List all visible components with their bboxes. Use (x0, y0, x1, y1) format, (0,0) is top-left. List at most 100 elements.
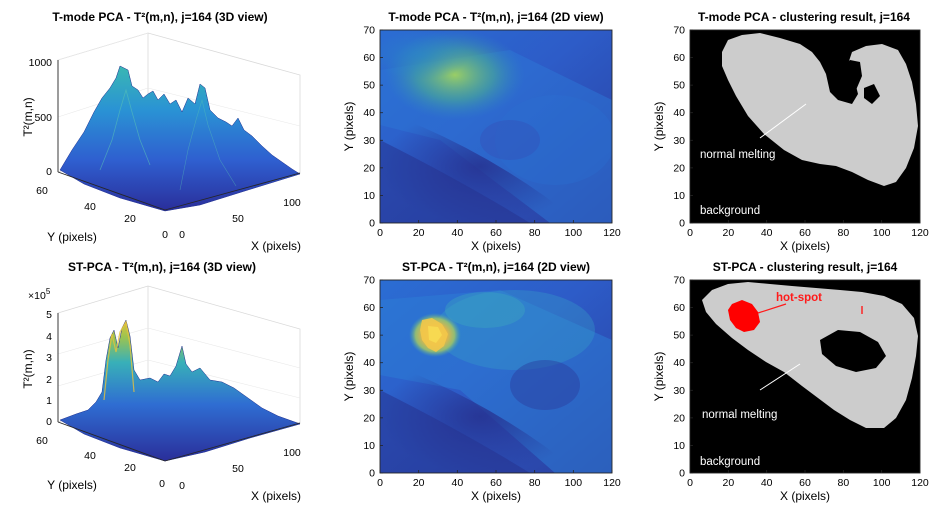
p2-ytick-2: 20 (363, 162, 375, 174)
p1-ztick-2: 1000 (29, 57, 53, 69)
p2-xtick-6: 120 (603, 227, 621, 239)
p6-ytick-2: 20 (673, 412, 685, 424)
p3-ytick-5: 50 (673, 80, 685, 92)
p3-xtick-1: 20 (722, 227, 734, 239)
p5-ytick-4: 40 (363, 357, 375, 369)
p2-xtick-1: 20 (413, 227, 425, 239)
p4-ytick-1: 40 (84, 450, 96, 462)
p3-ytick-6: 60 (673, 52, 685, 64)
panel-2: T-mode PCA - T²(m,n), j=164 (2D view) (379, 10, 613, 224)
p1-ztick-1: 500 (34, 112, 52, 124)
p3-xtick-4: 80 (837, 227, 849, 239)
surface-3d-st-pca (59, 319, 301, 462)
p1-ytick-3: 0 (162, 229, 168, 241)
p4-xtick-0: 0 (179, 480, 185, 492)
p4-ztick-4: 4 (46, 331, 52, 343)
p2-ytick-1: 10 (363, 190, 375, 202)
p2-xtick-3: 60 (490, 227, 502, 239)
p4-ytick-3: 0 (159, 478, 165, 490)
p6-xtick-4: 80 (837, 477, 849, 489)
p5-ytick-5: 50 (363, 330, 375, 342)
p5-xtick-5: 100 (565, 477, 583, 489)
p2-xtick-0: 0 (377, 227, 383, 239)
p1-xlabel: X (pixels) (251, 239, 301, 253)
panel-5: ST-PCA - T²(m,n), j=164 (2D view) (379, 260, 613, 474)
p6-ytick-7: 70 (673, 275, 685, 287)
p6-xtick-2: 40 (761, 477, 773, 489)
p5-ytick-1: 10 (363, 440, 375, 452)
p6-ytick-1: 10 (673, 440, 685, 452)
p1-xtick-1: 50 (232, 213, 244, 225)
p6-normal-melting-label: normal melting (702, 409, 777, 421)
panel-6-title: ST-PCA - clustering result, j=164 (713, 260, 898, 274)
p4-ytick-2: 20 (124, 462, 136, 474)
p3-xtick-0: 0 (687, 227, 693, 239)
p1-ytick-0: 60 (36, 185, 48, 197)
p6-hot-spot-label: hot-spot (776, 292, 822, 304)
p6-xtick-3: 60 (799, 477, 811, 489)
p3-xtick-3: 60 (799, 227, 811, 239)
p3-background-label: background (700, 205, 760, 217)
p3-ytick-1: 10 (673, 190, 685, 202)
p3-normal-melting-label: normal melting (700, 149, 775, 161)
p5-xtick-2: 40 (451, 477, 463, 489)
p3-ylabel: Y (pixels) (652, 102, 666, 152)
p3-xtick-6: 120 (911, 227, 929, 239)
p3-xlabel: X (pixels) (780, 239, 830, 253)
panel-5-title: ST-PCA - T²(m,n), j=164 (2D view) (402, 260, 590, 274)
p4-xtick-1: 50 (232, 463, 244, 475)
p4-ylabel: Y (pixels) (47, 478, 97, 492)
p5-xtick-6: 120 (603, 477, 621, 489)
p4-ztick-1: 1 (46, 395, 52, 407)
p6-ytick-3: 30 (673, 385, 685, 397)
panel-1: T-mode PCA - T²(m,n), j=164 (3D view) 0 … (21, 10, 301, 253)
p1-ztick-0: 0 (46, 166, 52, 178)
surface-3d-t-mode (59, 65, 301, 212)
p4-ztick-2: 2 (46, 374, 52, 386)
p3-ytick-7: 70 (673, 25, 685, 37)
p4-ztick-3: 3 (46, 352, 52, 364)
p2-xtick-5: 100 (565, 227, 583, 239)
p6-xtick-5: 100 (873, 477, 891, 489)
p2-ylabel: Y (pixels) (342, 102, 356, 152)
p2-ytick-0: 0 (369, 218, 375, 230)
p4-ztick-0: 0 (46, 416, 52, 428)
p6-ytick-4: 40 (673, 357, 685, 369)
p6-xtick-6: 120 (911, 477, 929, 489)
p2-ytick-4: 40 (363, 107, 375, 119)
p5-xtick-0: 0 (377, 477, 383, 489)
p1-xtick-2: 100 (283, 197, 301, 209)
p5-ylabel: Y (pixels) (342, 352, 356, 402)
p5-xtick-3: 60 (490, 477, 502, 489)
p6-xlabel: X (pixels) (780, 489, 830, 503)
panel-3-title: T-mode PCA - clustering result, j=164 (698, 10, 910, 24)
normal-melting-region-p3 (722, 33, 918, 186)
panel-6: ST-PCA - clustering result, j=164 hot-sp… (689, 260, 921, 474)
p2-xtick-2: 40 (451, 227, 463, 239)
p4-xlabel: X (pixels) (251, 489, 301, 503)
p1-xtick-0: 0 (179, 229, 185, 241)
p5-ytick-3: 30 (363, 385, 375, 397)
p5-ytick-6: 60 (363, 302, 375, 314)
p1-zlabel: T²(m,n) (21, 97, 35, 136)
p2-xlabel: X (pixels) (471, 239, 521, 253)
panel-1-title: T-mode PCA - T²(m,n), j=164 (3D view) (52, 10, 267, 24)
p3-ytick-3: 30 (673, 135, 685, 147)
p6-ytick-6: 60 (673, 302, 685, 314)
p4-zlabel: T²(m,n) (21, 349, 35, 388)
p4-xtick-2: 100 (283, 447, 301, 459)
panel-4: ST-PCA - T²(m,n), j=164 (3D view) ×105 0… (21, 260, 301, 503)
p5-ytick-0: 0 (369, 468, 375, 480)
p5-xlabel: X (pixels) (471, 489, 521, 503)
p6-background-label: background (700, 456, 760, 468)
p3-xtick-5: 100 (873, 227, 891, 239)
p3-ytick-0: 0 (679, 218, 685, 230)
p1-ylabel: Y (pixels) (47, 230, 97, 244)
p4-exponent: ×105 (28, 287, 51, 302)
p5-xtick-4: 80 (529, 477, 541, 489)
p6-ytick-0: 0 (679, 468, 685, 480)
panel-4-title: ST-PCA - T²(m,n), j=164 (3D view) (68, 260, 256, 274)
p6-ylabel: Y (pixels) (652, 352, 666, 402)
